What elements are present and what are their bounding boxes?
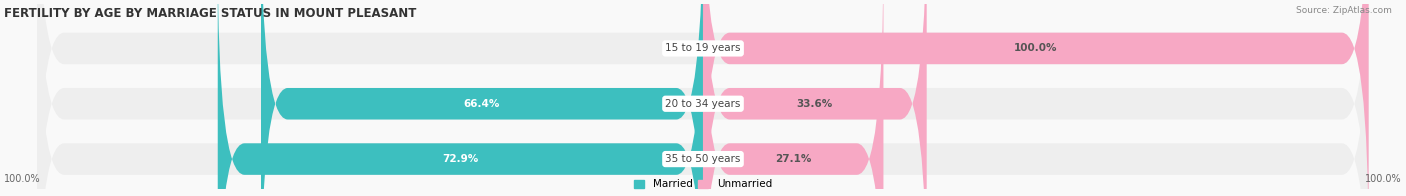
FancyBboxPatch shape xyxy=(38,0,1368,196)
Text: FERTILITY BY AGE BY MARRIAGE STATUS IN MOUNT PLEASANT: FERTILITY BY AGE BY MARRIAGE STATUS IN M… xyxy=(4,7,416,20)
Text: 35 to 50 years: 35 to 50 years xyxy=(665,154,741,164)
Text: 100.0%: 100.0% xyxy=(1365,174,1402,184)
Text: 0.0%: 0.0% xyxy=(668,44,696,54)
Text: 20 to 34 years: 20 to 34 years xyxy=(665,99,741,109)
FancyBboxPatch shape xyxy=(218,0,703,196)
FancyBboxPatch shape xyxy=(703,0,927,196)
Text: 100.0%: 100.0% xyxy=(1014,44,1057,54)
FancyBboxPatch shape xyxy=(38,0,1368,196)
Text: Source: ZipAtlas.com: Source: ZipAtlas.com xyxy=(1296,6,1392,15)
Legend: Married, Unmarried: Married, Unmarried xyxy=(630,175,776,194)
Text: 15 to 19 years: 15 to 19 years xyxy=(665,44,741,54)
Text: 27.1%: 27.1% xyxy=(775,154,811,164)
Text: 100.0%: 100.0% xyxy=(4,174,41,184)
FancyBboxPatch shape xyxy=(703,0,883,196)
Text: 33.6%: 33.6% xyxy=(797,99,832,109)
Text: 66.4%: 66.4% xyxy=(464,99,501,109)
FancyBboxPatch shape xyxy=(262,0,703,196)
FancyBboxPatch shape xyxy=(703,0,1368,196)
FancyBboxPatch shape xyxy=(38,0,1368,196)
Text: 72.9%: 72.9% xyxy=(443,154,478,164)
